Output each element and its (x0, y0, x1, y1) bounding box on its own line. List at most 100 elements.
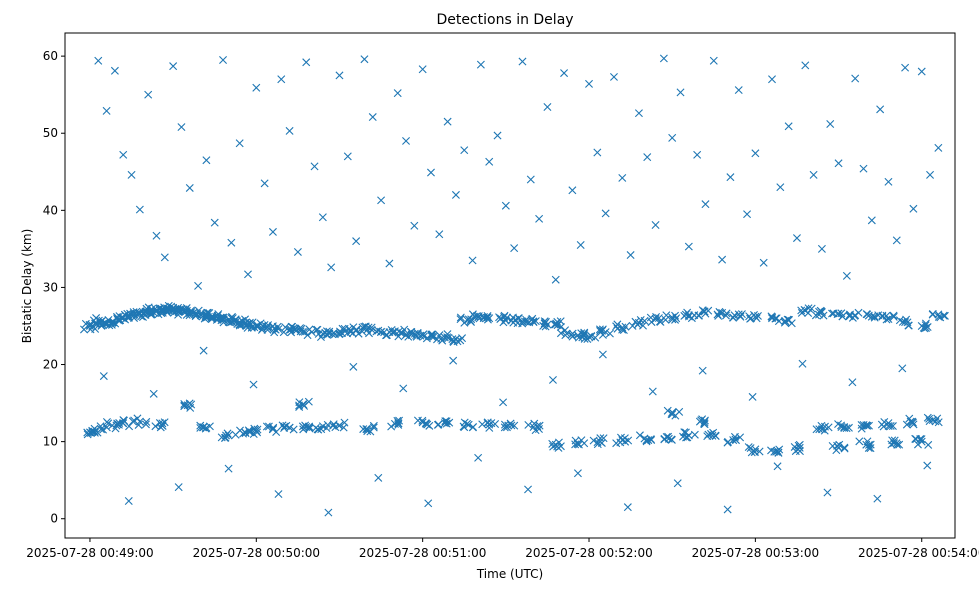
data-point (912, 435, 921, 444)
data-point (804, 304, 813, 313)
data-point (857, 424, 866, 433)
data-point (876, 105, 885, 114)
data-point (302, 58, 311, 67)
data-point (289, 324, 298, 333)
x-axis-label: Time (UTC) (476, 567, 543, 581)
data-point (568, 332, 577, 341)
data-point (164, 304, 173, 313)
data-point (147, 309, 156, 318)
data-point (834, 159, 843, 168)
data-point (609, 72, 618, 81)
data-point (144, 90, 153, 99)
data-point (305, 422, 314, 431)
data-point (598, 350, 607, 359)
data-point (663, 406, 672, 415)
data-point (295, 403, 304, 411)
data-point (343, 152, 352, 161)
data-point (174, 310, 183, 319)
data-point (128, 417, 137, 426)
data-point (939, 311, 948, 320)
data-point (134, 420, 143, 429)
data-point (250, 323, 259, 332)
data-point (269, 423, 278, 432)
data-point (310, 162, 319, 171)
data-point (449, 338, 458, 347)
data-point (324, 508, 333, 517)
data-points (80, 54, 949, 517)
data-point (646, 313, 655, 322)
data-point (390, 328, 399, 337)
plot-frame (64, 32, 956, 539)
data-point (888, 422, 897, 431)
data-point (263, 325, 272, 334)
data-point (349, 323, 358, 332)
data-point (693, 150, 702, 159)
data-point (618, 173, 627, 182)
data-point (711, 432, 720, 441)
data-point (111, 424, 120, 433)
data-point (684, 242, 693, 251)
data-point (884, 177, 893, 186)
data-point (901, 63, 910, 72)
data-point (539, 321, 548, 330)
data-point (548, 439, 557, 448)
data-point (201, 312, 210, 321)
data-point (898, 364, 907, 373)
data-point (721, 311, 730, 320)
data-point (890, 436, 899, 445)
data-point (817, 244, 826, 253)
data-point (673, 479, 682, 488)
data-point (160, 253, 169, 262)
data-point (158, 419, 167, 428)
data-point (913, 440, 922, 449)
data-point (388, 328, 397, 337)
data-point (235, 321, 244, 330)
data-point (567, 330, 576, 339)
data-point (709, 56, 718, 65)
data-point (660, 435, 669, 444)
x-tick-label: 2025-07-28 00:50:00 (193, 546, 320, 560)
data-point (305, 325, 314, 334)
y-axis-label: Bistatic Delay (km) (20, 229, 34, 344)
data-point (643, 153, 652, 162)
data-point (133, 414, 142, 423)
data-point (751, 149, 760, 158)
data-point (745, 312, 754, 321)
data-point (358, 323, 367, 332)
data-point (249, 380, 258, 389)
data-point (722, 309, 731, 318)
data-point (940, 311, 949, 320)
data-point (141, 420, 150, 429)
data-point (253, 322, 262, 331)
data-point (646, 435, 655, 444)
data-point (854, 308, 863, 317)
data-point (659, 54, 668, 63)
data-point (877, 420, 886, 429)
data-point (807, 304, 816, 313)
data-point (221, 433, 230, 442)
data-point (280, 422, 289, 431)
data-point (251, 425, 260, 434)
data-point (503, 313, 512, 322)
data-point (92, 314, 101, 323)
data-point (770, 447, 779, 456)
x-tick-label: 2025-07-28 00:54:00 (858, 546, 979, 560)
data-point (443, 117, 452, 126)
data-point (328, 421, 337, 430)
data-point (573, 469, 582, 478)
data-point (820, 426, 829, 435)
data-point (277, 75, 286, 84)
data-point (202, 156, 211, 165)
data-point (102, 418, 111, 426)
data-point (322, 424, 331, 433)
data-point (524, 420, 533, 429)
data-point (837, 423, 846, 432)
x-axis-ticks: 2025-07-28 00:49:00 2025-07-28 00:50:00 20… (26, 538, 979, 560)
data-point (723, 438, 732, 447)
data-point (285, 126, 294, 135)
data-point (934, 418, 943, 427)
data-point (177, 123, 186, 132)
data-point (394, 419, 403, 428)
data-point (823, 488, 832, 497)
data-point (318, 213, 327, 222)
